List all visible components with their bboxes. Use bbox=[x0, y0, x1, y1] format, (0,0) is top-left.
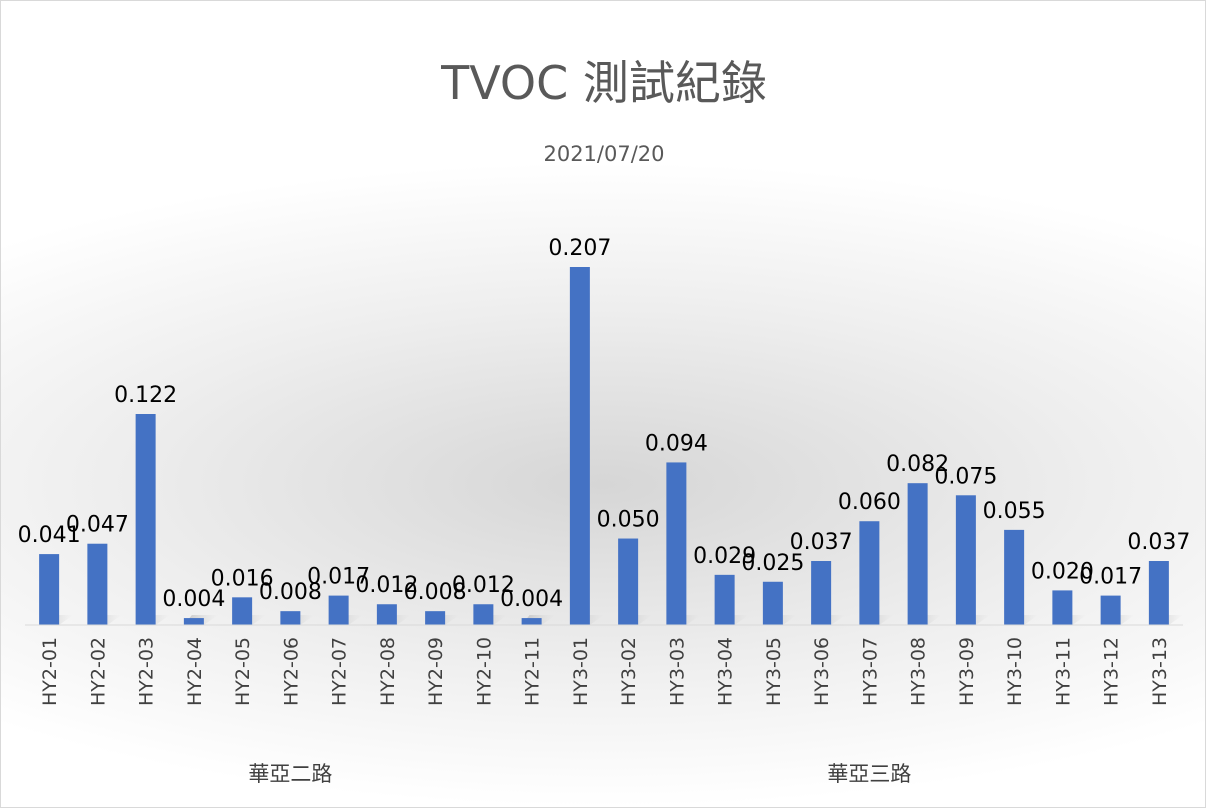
data-labels: 0.0410.0470.1220.0040.0160.0080.0170.012… bbox=[18, 236, 1191, 612]
data-label-hy3-03: 0.094 bbox=[645, 431, 708, 456]
data-label-hy3-02: 0.050 bbox=[597, 508, 660, 533]
data-label-hy2-09: 0.008 bbox=[404, 580, 467, 605]
x-tick-label-hy2-07: HY2-07 bbox=[329, 637, 351, 706]
chart-title: TVOC 測試紀錄 bbox=[440, 56, 767, 110]
x-tick-label-hy3-03: HY3-03 bbox=[666, 637, 688, 706]
data-label-hy3-08: 0.082 bbox=[886, 452, 949, 477]
x-tick-label-hy2-11: HY2-11 bbox=[522, 637, 544, 706]
data-label-hy2-10: 0.012 bbox=[452, 573, 515, 598]
bar-hy3-01 bbox=[569, 267, 590, 625]
data-label-hy2-08: 0.012 bbox=[355, 573, 418, 598]
data-label-hy3-07: 0.060 bbox=[838, 490, 901, 515]
bar-hy2-02 bbox=[87, 543, 108, 625]
x-tick-label-hy2-10: HY2-10 bbox=[473, 637, 495, 706]
category-group-labels: 華亞二路 華亞三路 bbox=[248, 762, 911, 786]
data-label-hy3-10: 0.055 bbox=[983, 499, 1046, 524]
data-label-hy3-13: 0.037 bbox=[1127, 530, 1190, 555]
chart-subtitle: 2021/07/20 bbox=[543, 142, 664, 166]
x-tick-label-hy3-12: HY3-12 bbox=[1101, 637, 1123, 706]
bar-hy2-03 bbox=[135, 414, 156, 625]
data-label-hy2-03: 0.122 bbox=[114, 383, 177, 408]
data-label-hy2-07: 0.017 bbox=[307, 565, 370, 590]
bar-hy3-09 bbox=[955, 495, 976, 625]
group-label-2: 華亞三路 bbox=[827, 762, 911, 786]
x-tick-label-hy3-08: HY3-08 bbox=[908, 637, 930, 706]
x-tick-label-hy3-06: HY3-06 bbox=[811, 637, 833, 706]
bar-hy2-10 bbox=[473, 604, 494, 625]
data-label-hy3-04: 0.029 bbox=[693, 544, 756, 569]
x-tick-label-hy3-13: HY3-13 bbox=[1149, 637, 1171, 706]
bar-hy3-13 bbox=[1148, 561, 1169, 625]
bar-hy2-07 bbox=[328, 595, 349, 625]
bar-hy2-05 bbox=[232, 597, 253, 625]
bar-hy3-10 bbox=[1004, 529, 1025, 625]
bar-hy3-06 bbox=[811, 561, 832, 625]
bar-hy3-05 bbox=[762, 581, 783, 625]
x-tick-label-hy2-06: HY2-06 bbox=[280, 637, 302, 706]
x-tick-label-hy2-01: HY2-01 bbox=[39, 637, 61, 706]
bar-hy2-08 bbox=[376, 604, 397, 625]
data-label-hy2-04: 0.004 bbox=[162, 587, 225, 612]
bars bbox=[39, 267, 1169, 625]
bar-hy3-08 bbox=[907, 483, 928, 625]
data-label-hy3-06: 0.037 bbox=[790, 530, 853, 555]
data-label-hy2-01: 0.041 bbox=[18, 523, 81, 548]
x-tick-label-hy3-01: HY3-01 bbox=[570, 637, 592, 706]
x-tick-label-hy2-04: HY2-04 bbox=[184, 637, 206, 706]
bar-hy2-01 bbox=[39, 554, 60, 625]
data-label-hy3-09: 0.075 bbox=[934, 464, 997, 489]
data-label-hy3-05: 0.025 bbox=[741, 551, 804, 576]
bar-hy3-02 bbox=[618, 538, 639, 625]
group-label-1: 華亞二路 bbox=[248, 762, 332, 786]
bar-hy3-12 bbox=[1100, 595, 1121, 625]
x-tick-label-hy3-07: HY3-07 bbox=[859, 637, 881, 706]
data-label-hy3-01: 0.207 bbox=[548, 236, 611, 261]
data-label-hy2-02: 0.047 bbox=[66, 513, 129, 538]
x-tick-label-hy3-05: HY3-05 bbox=[763, 637, 785, 706]
data-label-hy2-05: 0.016 bbox=[211, 566, 274, 591]
x-tick-labels: HY2-01 HY2-02 HY2-03 HY2-04 HY2-05 HY2-06 HY2-… bbox=[39, 637, 1171, 706]
data-label-hy2-06: 0.008 bbox=[259, 580, 322, 605]
x-tick-label-hy3-04: HY3-04 bbox=[715, 637, 737, 706]
bar-hy2-09 bbox=[425, 611, 446, 625]
x-tick-label-hy2-08: HY2-08 bbox=[377, 637, 399, 706]
x-tick-label-hy3-11: HY3-11 bbox=[1052, 637, 1074, 706]
x-tick-label-hy2-02: HY2-02 bbox=[87, 637, 109, 706]
data-label-hy3-12: 0.017 bbox=[1079, 565, 1142, 590]
bar-hy3-07 bbox=[859, 521, 880, 625]
bar-hy2-11 bbox=[521, 618, 542, 625]
x-tick-label-hy3-10: HY3-10 bbox=[1004, 637, 1026, 706]
bar-hy3-04 bbox=[714, 574, 735, 625]
bar-hy2-06 bbox=[280, 611, 301, 625]
bar-hy3-11 bbox=[1052, 590, 1073, 625]
x-tick-label-hy2-09: HY2-09 bbox=[425, 637, 447, 706]
data-label-hy2-11: 0.004 bbox=[500, 587, 563, 612]
x-tick-label-hy3-09: HY3-09 bbox=[956, 637, 978, 706]
x-tick-label-hy3-02: HY3-02 bbox=[618, 637, 640, 706]
data-label-hy3-11: 0.020 bbox=[1031, 559, 1094, 584]
x-tick-label-hy2-03: HY2-03 bbox=[136, 637, 158, 706]
x-tick-label-hy2-05: HY2-05 bbox=[232, 637, 254, 706]
bar-hy3-03 bbox=[666, 462, 687, 625]
bar-hy2-04 bbox=[183, 618, 204, 625]
